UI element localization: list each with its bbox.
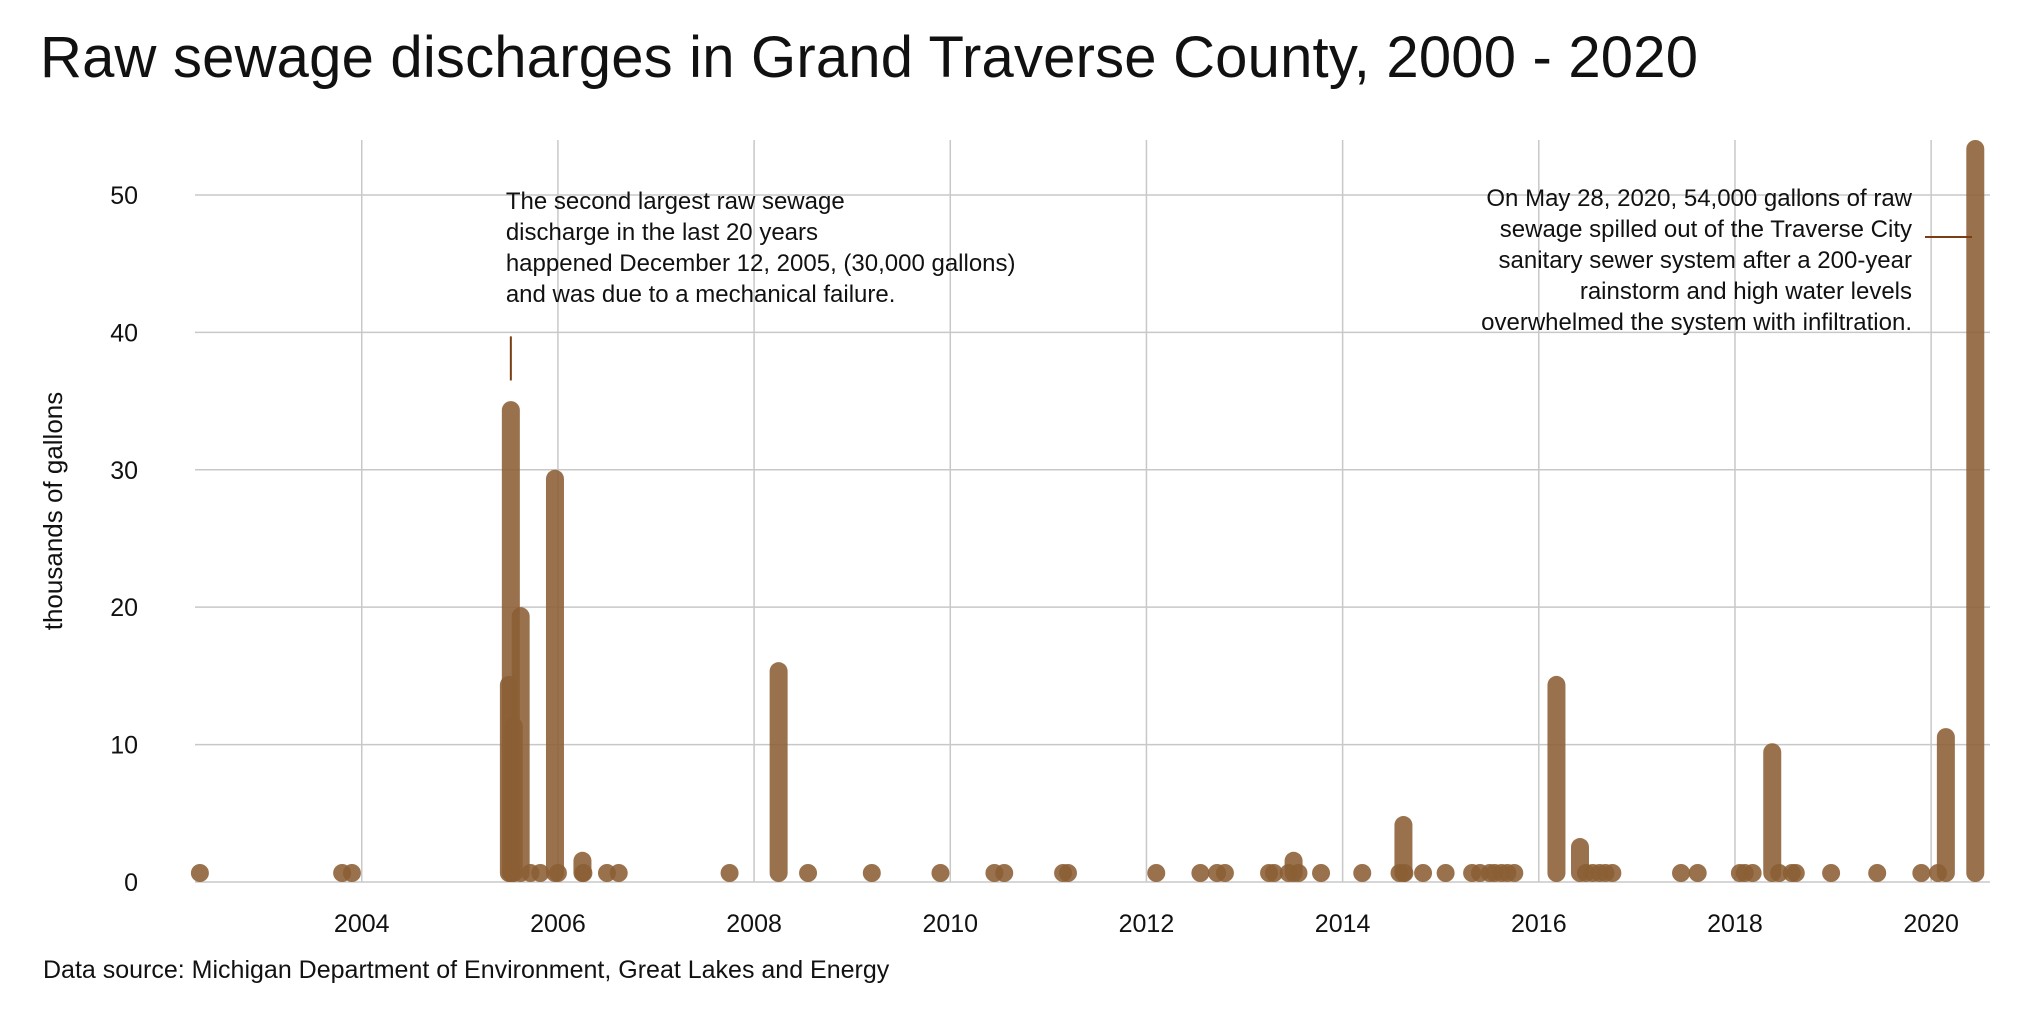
bar (1260, 864, 1279, 882)
bar (1414, 864, 1433, 882)
bar (1191, 864, 1210, 882)
y-tick-label: 50 (110, 182, 138, 210)
bar (1312, 864, 1331, 882)
bar (720, 864, 739, 882)
bar (531, 864, 550, 882)
y-tick-label: 20 (110, 594, 138, 622)
bar (799, 864, 818, 882)
bar (1436, 864, 1455, 882)
annotation-2020-line: overwhelmed the system with infiltration… (1481, 309, 1912, 336)
x-tick-label: 2006 (530, 910, 586, 938)
y-tick-label: 30 (110, 457, 138, 485)
x-tick-label: 2010 (922, 910, 978, 938)
bar (1603, 864, 1622, 882)
annotation-2020-line: On May 28, 2020, 54,000 gallons of raw (1486, 185, 1912, 212)
y-tick-label: 0 (124, 869, 138, 897)
bar (1822, 864, 1841, 882)
y-tick-label: 10 (110, 732, 138, 760)
bar (1912, 864, 1931, 882)
bar (995, 864, 1014, 882)
annotation-2005-line: and was due to a mechanical failure. (506, 281, 896, 308)
annotation-2020-line: rainstorm and high water levels (1580, 278, 1912, 305)
bar (1395, 864, 1414, 882)
bar (1786, 864, 1805, 882)
bar (862, 864, 881, 882)
annotation-2005-line: The second largest raw sewage (506, 188, 845, 215)
x-tick-label: 2008 (726, 910, 782, 938)
x-tick-label: 2012 (1119, 910, 1175, 938)
bar (609, 864, 628, 882)
bar (545, 469, 564, 882)
annotations: The second largest raw sewage discharge i… (506, 185, 1972, 381)
bar (1058, 864, 1077, 882)
bar (1770, 864, 1789, 882)
baseline-mask (175, 883, 2029, 913)
grid-lines (195, 140, 1990, 883)
bar (1966, 140, 1985, 882)
bar (1147, 864, 1166, 882)
bar (931, 864, 950, 882)
bar (1868, 864, 1887, 882)
annotation-2005-line: happened December 12, 2005, (30,000 gall… (506, 250, 1016, 277)
bar (769, 662, 788, 882)
x-tick-label: 2018 (1707, 910, 1763, 938)
data-source-note: Data source: Michigan Department of Envi… (43, 956, 890, 984)
bar (574, 864, 593, 882)
x-tick-label: 2004 (334, 910, 390, 938)
bar (190, 864, 209, 882)
bar-series (175, 140, 2029, 913)
y-tick-label: 40 (110, 319, 138, 347)
y-axis-label: thousands of gallons (38, 392, 68, 631)
annotation-2005-line: discharge in the last 20 years (506, 219, 818, 246)
annotation-2020-line: sanitary sewer system after a 200-year (1499, 247, 1913, 274)
bar (342, 864, 361, 882)
x-tick-label: 2020 (1903, 910, 1959, 938)
bar (511, 607, 530, 882)
bar (1672, 864, 1691, 882)
bar (1688, 864, 1707, 882)
annotation-2020-line: sewage spilled out of the Traverse City (1500, 216, 1912, 243)
bar (548, 864, 567, 882)
bar (1353, 864, 1372, 882)
bar (1936, 728, 1955, 882)
x-tick-label: 2014 (1315, 910, 1371, 938)
bar (1505, 864, 1524, 882)
bar (1743, 864, 1762, 882)
bar (1763, 743, 1782, 882)
bar (1289, 864, 1308, 882)
bar (1547, 675, 1566, 882)
bar (1215, 864, 1234, 882)
chart-title: Raw sewage discharges in Grand Traverse … (40, 25, 1699, 90)
axis-labels: thousands of gallons 0 10 20 30 40 50 2004 2006… (38, 182, 1959, 938)
x-tick-label: 2016 (1511, 910, 1567, 938)
